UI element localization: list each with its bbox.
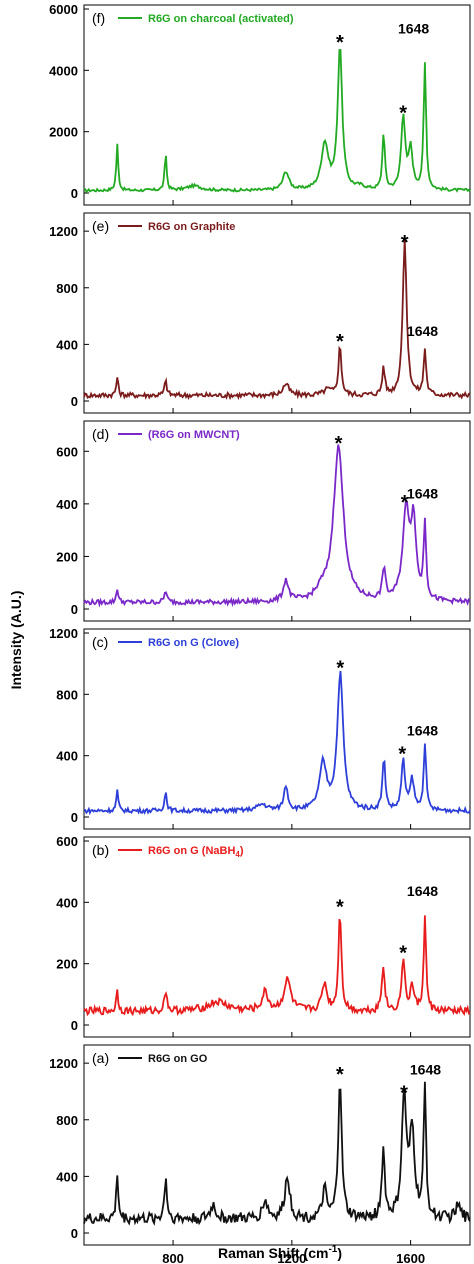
spectrum-line — [83, 1081, 471, 1227]
peak-annotation: 1648 — [410, 1061, 441, 1077]
legend-label: R6G on GO — [148, 1053, 208, 1065]
peak-annotation: * — [336, 331, 344, 353]
y-tick-label: 0 — [71, 810, 78, 825]
y-tick-label: 600 — [56, 444, 78, 459]
peak-annotation: * — [336, 658, 344, 680]
peak-annotation: * — [336, 1064, 344, 1086]
panel-label: (d) — [92, 426, 109, 442]
y-tick-label: 800 — [56, 281, 78, 296]
x-axis-label: Raman Shift (cm-1) — [218, 1244, 342, 1261]
peak-annotation: * — [401, 232, 409, 254]
y-tick-label: 400 — [56, 1169, 78, 1184]
peak-annotation: * — [399, 103, 407, 125]
peak-annotation: * — [336, 896, 344, 918]
x-tick-label: 1600 — [396, 1251, 425, 1264]
panel-f: 0 2000 4000 6000 (f) R6G on charcoal (activat… — [49, 2, 471, 206]
panel-label: (f) — [92, 10, 105, 26]
peak-annotation: 1648 — [407, 486, 438, 502]
panel-b: 0 200 400 600 (b) R6G on G (NaBH4) * * 1648 — [56, 834, 471, 1038]
y-tick-label: 1200 — [49, 224, 78, 239]
panel-e: 0 400 800 1200 (e) R6G on Graphite * * 1648 — [49, 212, 471, 414]
y-tick-label: 0 — [71, 394, 78, 409]
legend-label: R6G on G (NaBH4) — [148, 845, 244, 859]
spectrum-line — [83, 239, 471, 401]
y-tick-label: 800 — [56, 1113, 78, 1128]
panel-label: (b) — [92, 842, 109, 858]
peak-annotation: 1648 — [407, 723, 438, 739]
panel-frame — [83, 4, 471, 206]
panel-label: (c) — [92, 634, 108, 650]
panel-frame — [83, 836, 471, 1038]
legend-label: R6G on charcoal (activated) — [148, 13, 294, 25]
y-tick-label: 1200 — [49, 626, 78, 641]
y-tick-label: 200 — [56, 549, 78, 564]
y-tick-label: 0 — [71, 1018, 78, 1033]
panel-label: (a) — [92, 1050, 109, 1066]
x-axis-label-text: Raman Shift (cm — [218, 1245, 328, 1261]
peak-annotation: * — [336, 32, 344, 54]
y-tick-label: 400 — [56, 497, 78, 512]
y-tick-label: 400 — [56, 337, 78, 352]
panel-label: (e) — [92, 218, 109, 234]
y-tick-label: 0 — [71, 1226, 78, 1241]
y-axis-label: Intensity (A.U.) — [8, 591, 24, 690]
y-tick-label: 200 — [56, 957, 78, 972]
y-tick-label: 800 — [56, 687, 78, 702]
y-tick-label: 2000 — [49, 125, 78, 140]
x-tick-label: 800 — [162, 1251, 184, 1264]
peak-annotation: 1648 — [407, 883, 438, 899]
spectrum-line — [83, 49, 471, 193]
y-tick-label: 600 — [56, 834, 78, 849]
x-axis-label-unit-exponent: -1 — [328, 1244, 337, 1255]
spectrum-line — [83, 670, 471, 816]
panel-frame — [83, 212, 471, 414]
panel-frame — [83, 420, 471, 622]
y-tick-label: 400 — [56, 895, 78, 910]
y-tick-label: 400 — [56, 749, 78, 764]
peak-annotation: 1648 — [407, 323, 438, 339]
y-tick-label: 6000 — [49, 2, 78, 17]
spectrum-line — [83, 444, 471, 608]
panel-frame — [83, 628, 471, 830]
peak-annotation: * — [335, 433, 343, 455]
peak-annotation: * — [400, 1082, 408, 1104]
legend-label: R6G on G (Clove) — [148, 637, 239, 649]
legend-label: (R6G on MWCNT) — [148, 429, 240, 441]
x-axis-label-close: ) — [337, 1245, 342, 1261]
peak-annotation: 1648 — [398, 21, 429, 37]
spectrum-line — [83, 915, 471, 1017]
y-tick-label: 0 — [71, 186, 78, 201]
y-tick-label: 0 — [71, 602, 78, 617]
y-tick-label: 4000 — [49, 63, 78, 78]
x-tick-label: 1200 — [277, 1251, 306, 1264]
y-tick-label: 1200 — [49, 1056, 78, 1071]
peak-annotation: * — [398, 744, 406, 766]
peak-annotation: * — [401, 492, 409, 514]
panel-frame — [83, 1044, 471, 1246]
peak-annotation: * — [399, 942, 407, 964]
legend-label: R6G on Graphite — [148, 221, 235, 233]
